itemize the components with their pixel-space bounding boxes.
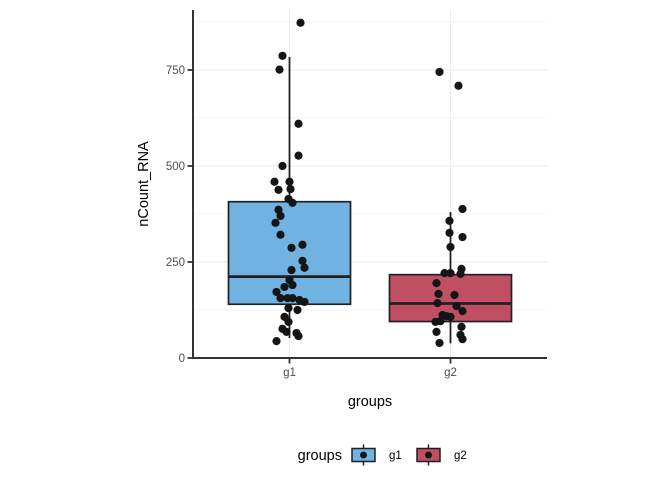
jitter-point: [298, 240, 307, 249]
boxplots: [227, 56, 513, 344]
jitter-point: [272, 287, 281, 297]
jitter-point: [274, 185, 283, 194]
jitter-point: [446, 312, 455, 322]
legend: groups g1 g2: [298, 444, 467, 466]
jitter-point: [450, 290, 459, 300]
jitter-point: [293, 305, 302, 315]
jitter-point: [432, 327, 441, 336]
jitter-point: [282, 327, 291, 336]
x-tick-label: g2: [444, 367, 457, 379]
jitter-point: [454, 81, 463, 90]
jitter-point: [452, 302, 461, 311]
jitter-point: [298, 256, 307, 265]
jitter-point: [456, 269, 465, 279]
jitter-point: [458, 232, 467, 242]
x-axis-title: groups: [348, 394, 392, 410]
jitter-point: [278, 161, 287, 171]
jitter-point: [294, 119, 303, 128]
jitter-point: [458, 335, 467, 344]
y-tick-label: 750: [166, 65, 185, 77]
legend-key-g1: [351, 444, 376, 466]
jitter-point: [458, 204, 467, 214]
jitter-point: [287, 265, 296, 275]
axis-titles: groups nCount_RNA: [136, 141, 392, 410]
jitter-point: [287, 243, 296, 252]
jitter-point: [286, 184, 295, 194]
jitter-point: [435, 338, 444, 348]
jitter-point: [276, 293, 285, 303]
jitter-point: [272, 337, 281, 346]
y-axis-title: nCount_RNA: [136, 141, 152, 227]
jitter-point: [300, 297, 309, 307]
legend-key-g2: [416, 444, 441, 466]
jitter-points-g2: [431, 67, 467, 348]
jitter-point: [276, 211, 285, 221]
legend-keys: [351, 444, 441, 466]
y-tick-label: 0: [179, 353, 185, 365]
jitter-point: [288, 293, 297, 303]
iqr-box: [227, 200, 352, 306]
jitter-point: [300, 263, 309, 272]
jitter-points: [270, 18, 467, 348]
jitter-point: [278, 51, 287, 60]
jitter-point: [284, 303, 293, 313]
jitter-point: [285, 177, 294, 186]
jitter-point: [276, 230, 285, 239]
jitter-point: [280, 282, 289, 292]
jitter-point: [445, 228, 454, 237]
y-tick-label: 500: [166, 161, 185, 173]
axes: 0 250 500 750 g1 g2: [166, 10, 547, 379]
x-tick-label: g1: [283, 367, 296, 379]
jitter-point: [432, 279, 441, 288]
legend-label-g1: g1: [389, 450, 402, 462]
jitter-point: [433, 298, 442, 308]
jitter-point: [445, 216, 454, 226]
jitter-point: [435, 67, 444, 77]
jitter-point: [294, 332, 303, 341]
jitter-point: [288, 198, 297, 207]
jitter-point: [275, 65, 284, 74]
jitter-point: [458, 307, 467, 316]
legend-key-point: [425, 451, 432, 459]
jitter-points-g1: [270, 18, 309, 346]
legend-key-point: [360, 451, 367, 459]
legend-label-g2: g2: [454, 450, 467, 462]
jitter-point: [440, 269, 449, 278]
jitter-point: [271, 218, 280, 227]
jitter-point: [270, 177, 279, 186]
jitter-point: [284, 317, 293, 327]
jitter-point: [446, 269, 455, 278]
jitter-point: [457, 322, 466, 331]
legend-title: groups: [298, 448, 342, 464]
jitter-point: [431, 317, 440, 327]
jitter-point: [294, 151, 303, 160]
jitter-point: [446, 242, 455, 252]
y-tick-label: 250: [166, 257, 185, 269]
jitter-point: [434, 289, 443, 298]
jitter-point: [296, 18, 305, 27]
jitter-point: [288, 280, 297, 290]
